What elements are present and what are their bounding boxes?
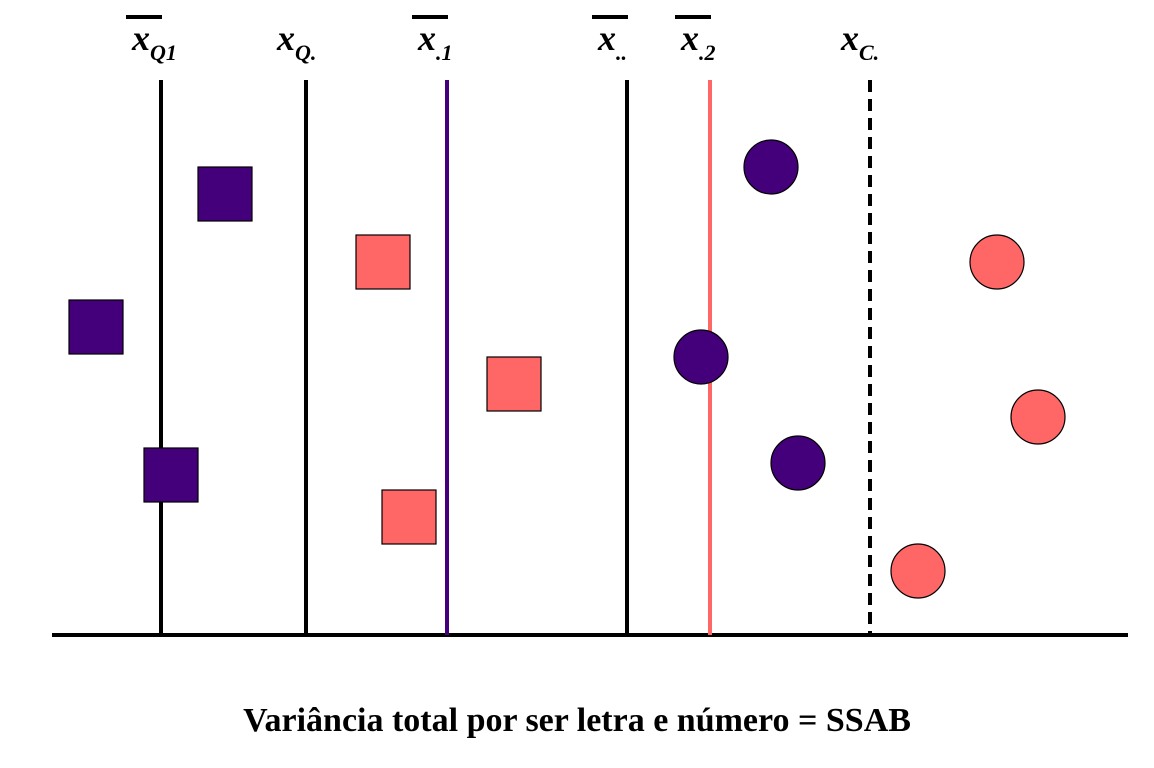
mean-lines: xQ1 xQ. x.1 x.. x.2 xC. <box>126 15 879 635</box>
label-sub: .2 <box>699 40 716 65</box>
label-main: x <box>131 18 150 58</box>
line-label-xbar-q1: xQ1 <box>131 18 177 65</box>
line-label-x-c: xC. <box>840 18 879 65</box>
line-label-x-q: xQ. <box>276 18 316 65</box>
label-main: x <box>276 18 295 58</box>
square-marker <box>355 234 411 290</box>
label-sub: .. <box>616 40 627 65</box>
circle-marker <box>743 139 799 195</box>
square-marker <box>197 166 253 222</box>
label-main: x <box>680 18 699 58</box>
label-sub: Q. <box>295 40 316 65</box>
mean-line-xbar-1: x.1 <box>412 15 453 635</box>
mean-line-x-q: xQ. <box>276 18 316 635</box>
label-main: x <box>597 18 616 58</box>
label-sub: .1 <box>436 40 453 65</box>
label-sub: Q1 <box>150 40 177 65</box>
label-main: x <box>840 18 859 58</box>
square-marker <box>143 447 199 503</box>
mean-line-xbar-q1: xQ1 <box>126 15 177 635</box>
label-sub: C. <box>859 40 879 65</box>
mean-line-xbar-grand: x.. <box>592 15 629 635</box>
label-main: x <box>417 18 436 58</box>
circle-marker <box>969 234 1025 290</box>
square-marker <box>381 489 437 545</box>
circle-marker <box>890 543 946 599</box>
circle-marker <box>673 329 729 385</box>
square-marker <box>68 299 124 355</box>
data-markers <box>68 139 1066 599</box>
caption: Variância total por ser letra e número =… <box>243 702 911 739</box>
mean-line-xbar-2: x.2 <box>675 15 716 635</box>
line-label-xbar-grand: x.. <box>597 18 627 65</box>
line-label-xbar-1: x.1 <box>417 18 453 65</box>
square-marker <box>486 356 542 412</box>
circle-marker <box>1010 389 1066 445</box>
circle-marker <box>770 435 826 491</box>
mean-line-x-c: xC. <box>840 18 879 635</box>
line-label-xbar-2: x.2 <box>680 18 716 65</box>
